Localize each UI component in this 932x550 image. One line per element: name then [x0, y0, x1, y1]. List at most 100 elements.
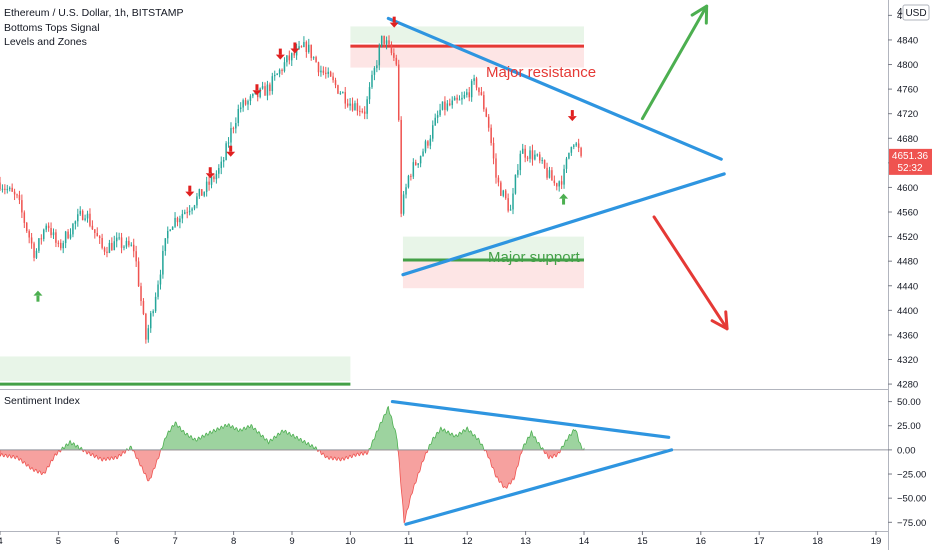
candle-body	[198, 189, 201, 197]
price-tick-label: 4520	[897, 232, 918, 243]
candle-body	[8, 187, 11, 190]
candle-body	[84, 218, 86, 220]
drawing-trendlines[interactable]	[386, 4, 729, 331]
candle-body	[402, 194, 405, 214]
major-support-label[interactable]: Major support	[488, 249, 581, 266]
candle	[106, 246, 108, 258]
candle-body	[300, 46, 303, 48]
candle-body	[120, 237, 123, 248]
candle	[11, 183, 13, 192]
currency-badge[interactable]	[902, 4, 930, 21]
candle-body	[521, 148, 524, 154]
indicator-levels-zones[interactable]: Levels and Zones	[4, 36, 87, 48]
candle	[198, 188, 201, 199]
candle	[67, 229, 69, 240]
candle-body	[305, 42, 308, 53]
indicator-bottoms-tops[interactable]: Bottoms Tops Signal	[4, 22, 100, 34]
axes[interactable]: 4280432043604400444044804520456046004640…	[0, 11, 926, 547]
major-resistance-label[interactable]: Major resistance	[486, 64, 596, 81]
candle-body	[13, 191, 16, 195]
candle	[50, 222, 52, 238]
candle-body	[106, 251, 108, 253]
candle	[218, 164, 220, 179]
sentiment-upper-trendline[interactable]	[390, 399, 671, 439]
candle-body	[74, 221, 77, 224]
signal-stem	[392, 16, 396, 23]
candle	[538, 151, 541, 164]
candle-body	[43, 229, 45, 239]
candle-body	[137, 261, 140, 287]
candle	[259, 87, 261, 99]
candle-body	[315, 57, 317, 63]
candle	[380, 35, 383, 48]
candle-body	[320, 70, 322, 73]
sentiment-negative-area	[0, 449, 585, 524]
signal-stem	[293, 42, 297, 49]
candle	[225, 141, 227, 161]
candle-body	[273, 74, 276, 77]
candle-body	[327, 71, 329, 74]
candle-body	[266, 84, 269, 96]
price-tick-label: 4840	[897, 35, 918, 46]
candle-body	[492, 142, 495, 159]
candle	[184, 209, 186, 215]
candle	[575, 141, 577, 147]
candle	[303, 36, 305, 48]
candle-body	[118, 237, 120, 239]
candle-body	[405, 187, 407, 195]
candle-body	[507, 198, 509, 211]
candle-body	[67, 231, 69, 239]
time-tick-label: 13	[520, 536, 531, 547]
candle-body	[504, 190, 507, 199]
scenario-arrow-up[interactable]	[640, 4, 709, 121]
candle	[507, 193, 509, 213]
candle	[77, 208, 79, 227]
candle	[125, 237, 128, 249]
symbol-title[interactable]: Ethereum / U.S. Dollar, 1h, BITSTAMP	[4, 7, 184, 19]
candle	[147, 324, 150, 343]
triangle-lower-trendline[interactable]	[401, 172, 726, 277]
candle-body	[312, 57, 315, 59]
signal-head	[275, 54, 285, 60]
candle-body	[69, 234, 72, 239]
candle	[548, 166, 551, 179]
currency-badge-label[interactable]: USD	[905, 8, 926, 19]
candle	[47, 222, 50, 232]
triangle-upper-trendline[interactable]	[386, 16, 723, 161]
candle	[556, 182, 558, 191]
candle	[244, 97, 247, 106]
candle	[57, 240, 60, 248]
candle-body	[283, 62, 286, 72]
sentiment-lower-trendline[interactable]	[404, 448, 674, 526]
candle	[397, 59, 400, 122]
candle-body	[487, 116, 490, 128]
bar-countdown: 52:32	[897, 163, 922, 174]
sentiment-pane-title[interactable]: Sentiment Index	[4, 395, 81, 407]
candle-body	[458, 99, 461, 101]
candle	[344, 86, 346, 109]
candle-body	[249, 96, 252, 101]
candle	[417, 163, 419, 168]
candle	[115, 232, 118, 248]
candle-body	[242, 100, 244, 108]
candle	[18, 190, 21, 205]
resistance-zone-1	[350, 46, 584, 68]
candle-body	[203, 191, 205, 196]
candle-body	[62, 243, 64, 249]
time-tick-label: 17	[754, 536, 765, 547]
candle-body	[295, 48, 298, 56]
candle	[439, 103, 441, 117]
time-tick-label: 15	[637, 536, 648, 547]
candle-body	[247, 100, 249, 105]
candle-body	[432, 125, 434, 139]
candle	[101, 233, 103, 250]
candle-body	[400, 119, 402, 214]
candle-body	[473, 78, 475, 82]
candle-body	[89, 213, 91, 226]
candle	[4, 184, 6, 195]
candle	[108, 239, 111, 254]
candle-body	[310, 44, 312, 58]
candle-body	[252, 93, 254, 97]
scenario-arrow-down[interactable]	[652, 215, 729, 331]
